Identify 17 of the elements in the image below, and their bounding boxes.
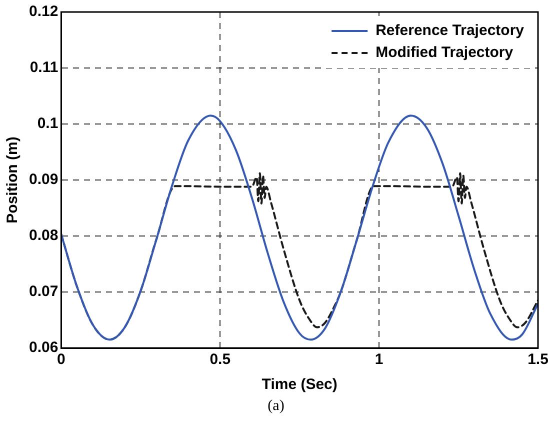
legend-label: Modified Trajectory	[376, 44, 514, 62]
line-series	[61, 114, 538, 341]
y-tick-label: 0.1	[37, 115, 58, 132]
x-tick-label: 1	[374, 351, 384, 368]
y-tick-label: 0.07	[28, 283, 58, 300]
y-axis-title: Position (m)	[4, 136, 22, 224]
legend-label: Reference Trajectory	[376, 22, 525, 40]
y-tick-label: 0.06	[28, 339, 58, 356]
text: (a)	[266, 398, 286, 415]
y-tick-label: 0.08	[28, 227, 58, 244]
x-tick-label: 0.5	[210, 351, 231, 368]
y-tick-label: 0.11	[30, 59, 58, 76]
y-tick-label: 0.12	[28, 3, 58, 20]
x-tick-label: 0	[57, 351, 66, 368]
y-tick-label: 0.09	[28, 171, 58, 188]
x-tick-label: 1.5	[528, 351, 548, 368]
x-axis-title: Time (Sec)	[262, 376, 338, 394]
